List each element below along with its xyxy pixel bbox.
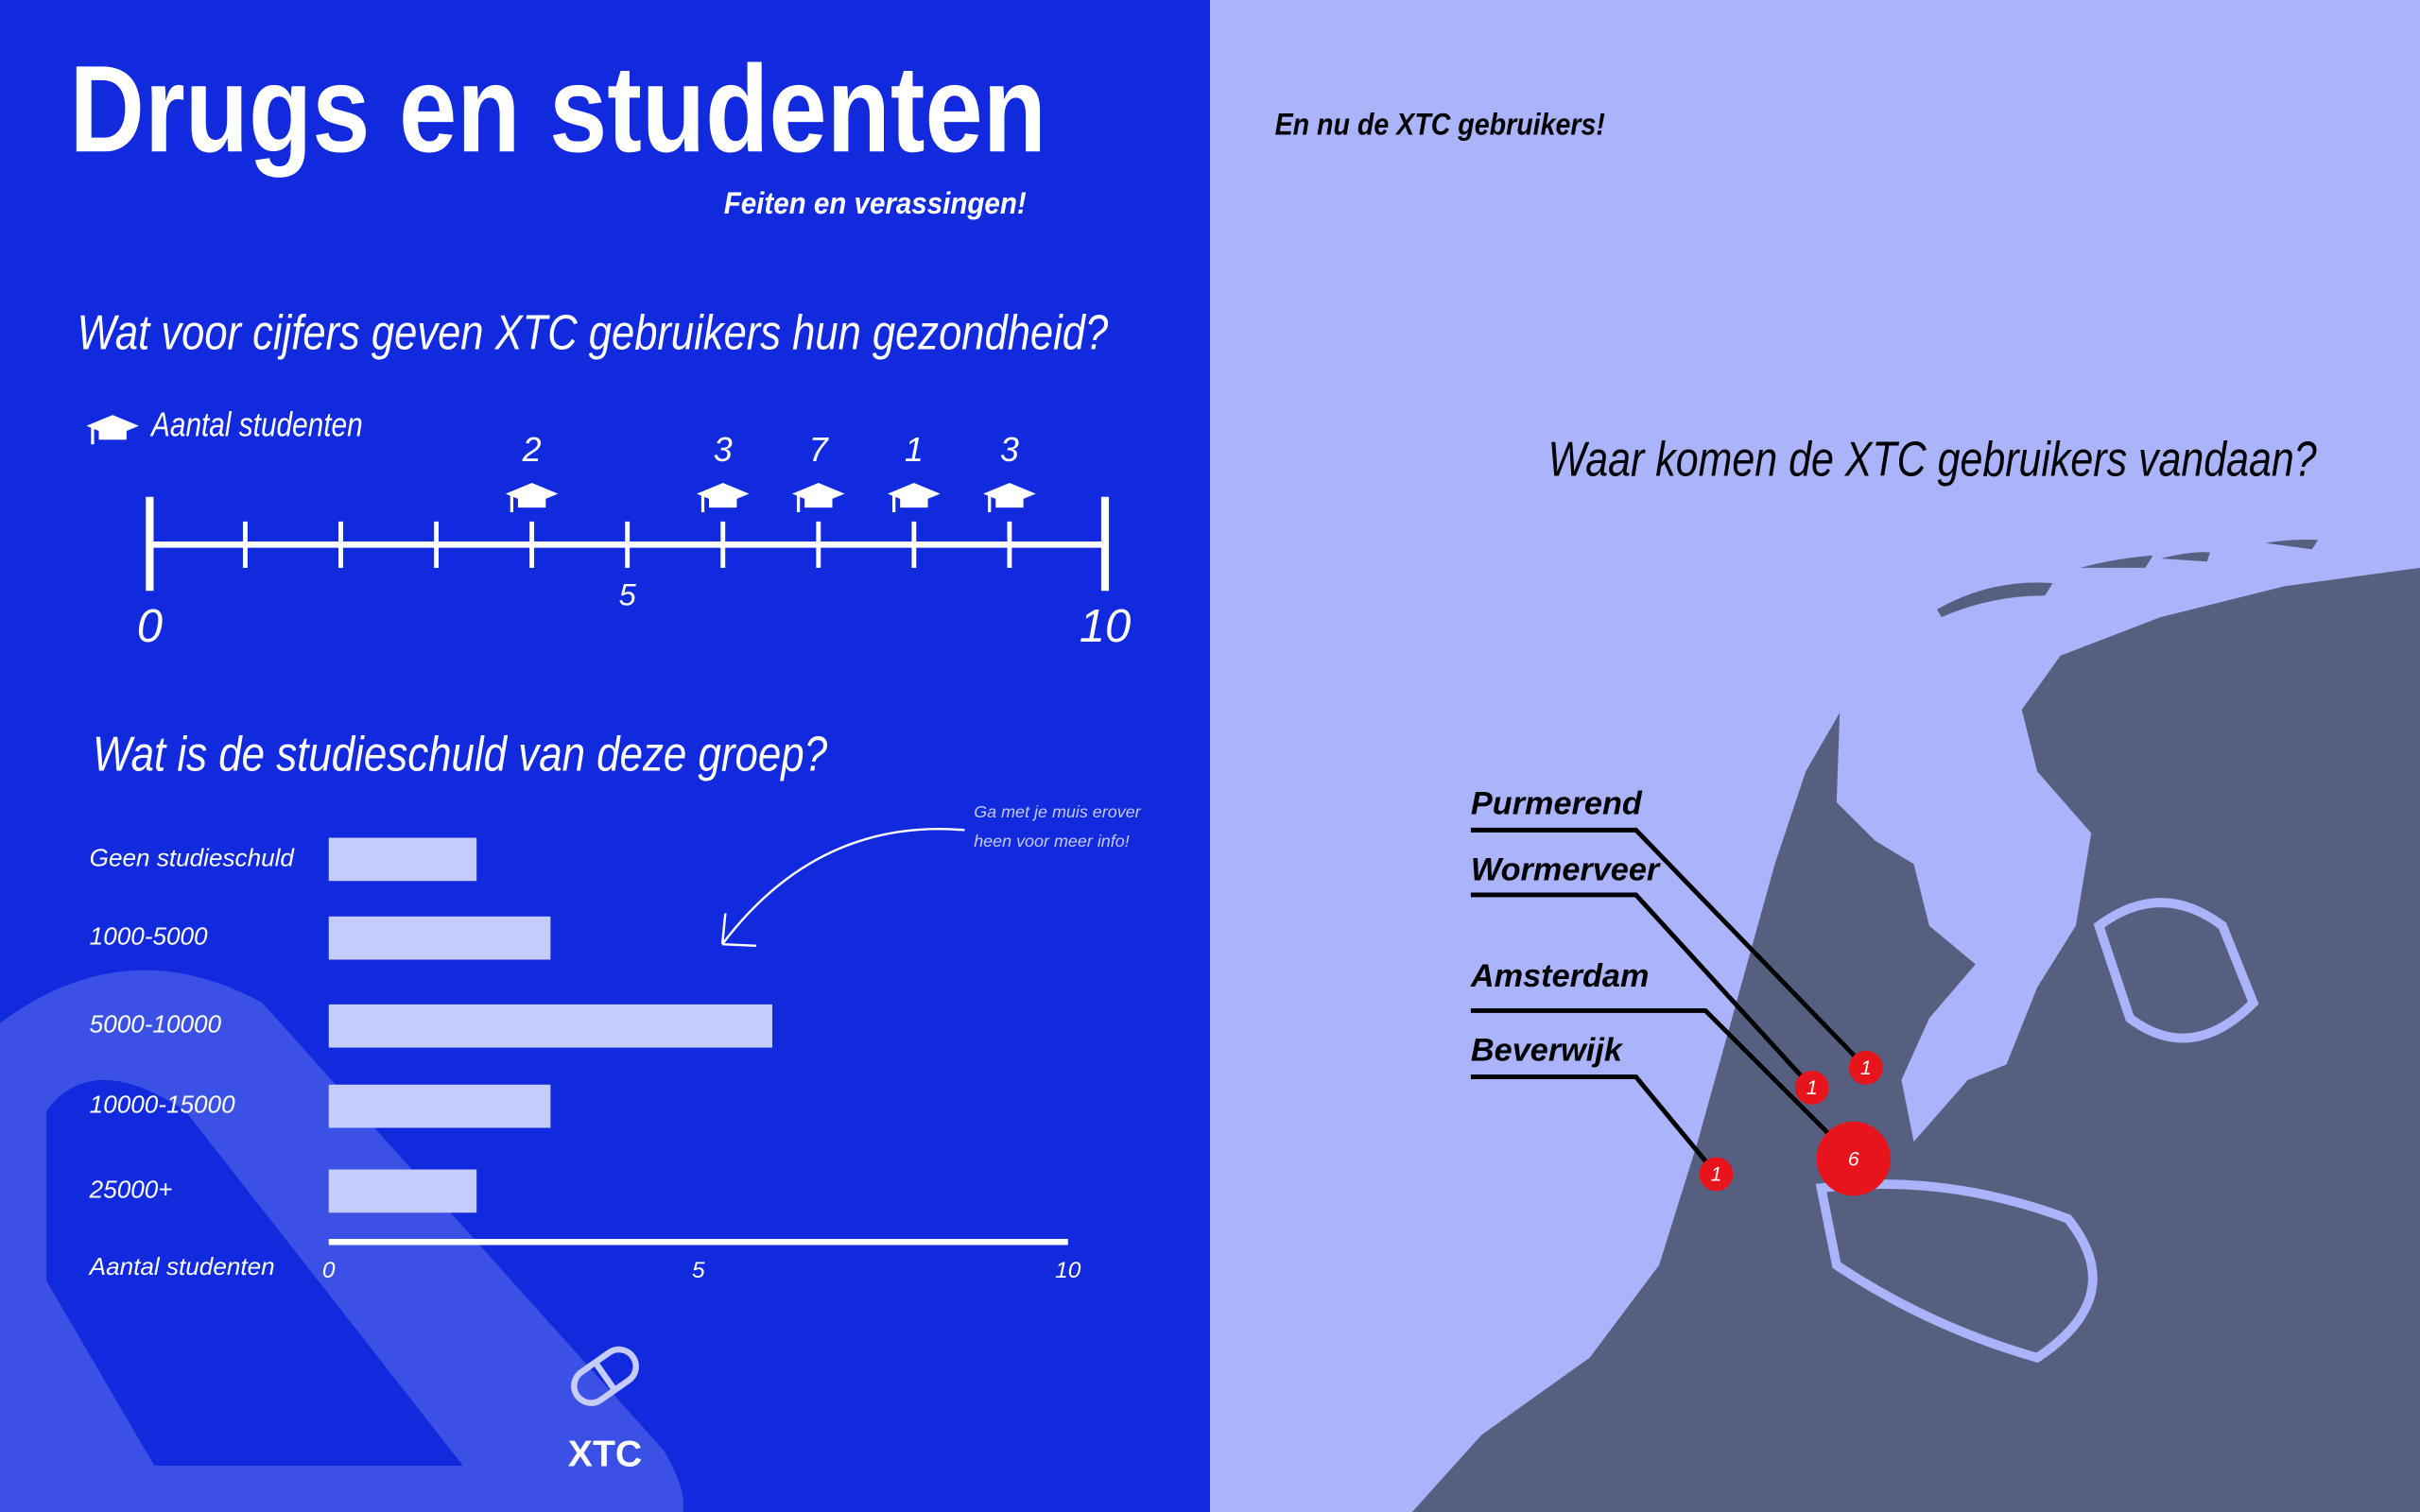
pill-label: XTC [568,1435,642,1475]
page-title: Drugs en studenten [69,40,1046,178]
count-label: 3 [1000,430,1019,469]
count-label: 1 [905,430,924,469]
tick-label: 10 [1080,601,1131,652]
bar [328,1004,772,1048]
hint-arrow [720,828,965,948]
map-land [1411,567,2420,1512]
cap-top [792,483,845,505]
legend-label: Aantal studenten [149,405,362,444]
city-count: 1 [1860,1057,1872,1079]
count-label: 2 [522,430,542,469]
cap-base [900,496,928,508]
right-heading: En nu de XTC gebruikers! [1275,107,1605,142]
category-label: 1000-5000 [90,922,208,951]
city-bubble [1848,1050,1883,1085]
cap-marker [792,483,845,513]
cap-base [517,496,546,508]
cap-marker [888,483,941,513]
pill-icon [571,1346,639,1406]
category-label: 25000+ [89,1175,173,1203]
axis-title: Aantal studenten [88,1252,275,1280]
count-label: 7 [809,430,830,469]
leader-line [1470,892,1814,1090]
chart-title: Waar komen de XTC gebruikers vandaan? [1548,433,2317,488]
cap-marker [983,483,1036,513]
city-count: 1 [1806,1077,1818,1099]
city-label: Purmerend [1471,785,1643,821]
cap-base [709,496,737,508]
tick-label: 0 [322,1258,336,1283]
bar [328,916,551,960]
chart-title: Wat is de studieschuld van deze groep? [93,727,827,782]
cap-top [888,483,941,505]
cap-base [98,428,127,440]
cap-marker [696,483,750,513]
city-count: 6 [1848,1148,1859,1170]
city-label: Amsterdam [1470,958,1650,994]
tick-label: 5 [692,1258,705,1283]
cap-base [804,496,833,508]
leader-line [1470,1007,1856,1160]
left-panel [0,0,1210,1512]
city-label: Wormerveer [1471,852,1661,888]
cap-top [696,483,750,505]
bar [328,1084,551,1128]
category-label: Geen studieschuld [90,843,296,871]
tick-label: 10 [1055,1258,1081,1283]
category-label: 5000-10000 [90,1010,222,1039]
hover-hint: heen voor meer info! [974,832,1130,850]
category-label: 10000-15000 [90,1091,235,1119]
city-bubble [1699,1157,1734,1192]
bar [328,837,477,882]
city-label: Beverwijk [1471,1033,1624,1069]
subtitle: Feiten en verassingen! [724,185,1027,220]
leader-line [1470,827,1868,1070]
map-borders [1815,898,2259,1364]
count-label: 3 [714,430,733,469]
city-bubble [1816,1121,1892,1196]
city-count: 1 [1711,1164,1722,1186]
cap-base [995,496,1024,508]
cap-top [505,483,559,505]
chart-title: Wat voor cijfers geven XTC gebruikers hu… [78,306,1109,361]
city-bubble [1794,1071,1829,1105]
tick-label: 0 [137,601,163,652]
cap-top [983,483,1036,505]
cap-marker [505,483,559,513]
hover-hint: Ga met je muis erover [974,802,1141,821]
bar [328,1169,477,1213]
leader-line [1470,1074,1719,1177]
tick-label: 5 [619,576,637,611]
